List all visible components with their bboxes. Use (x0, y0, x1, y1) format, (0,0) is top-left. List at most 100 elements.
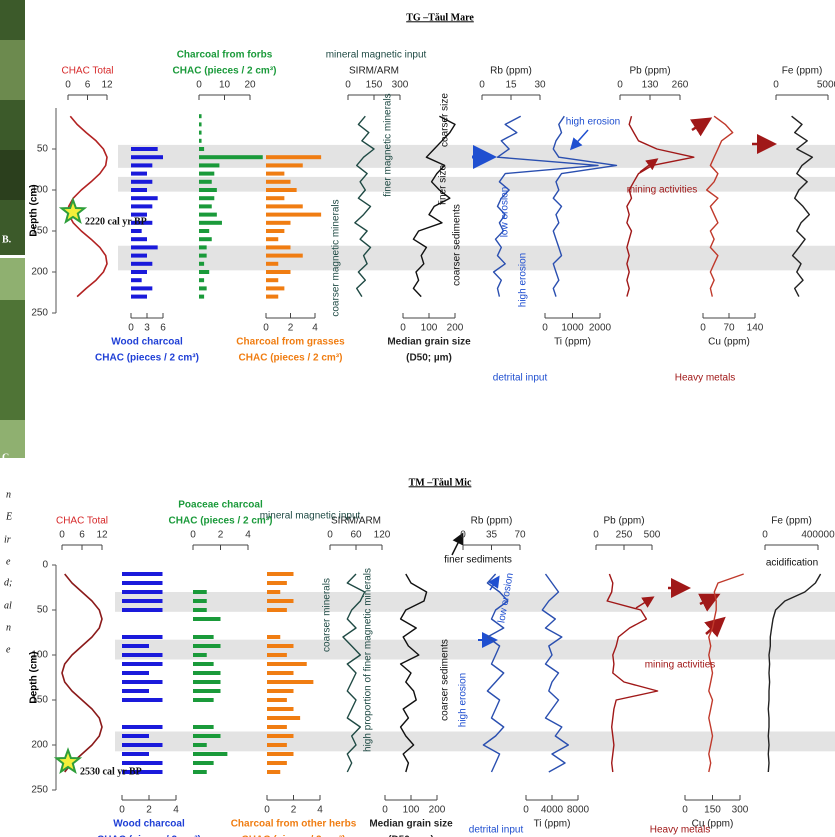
charcoal-bar (122, 662, 163, 666)
charcoal-bar (267, 752, 294, 756)
track-tick-label: 0 (523, 805, 529, 816)
charcoal-bar (122, 761, 163, 765)
depth-label: Depth (cm) (29, 651, 40, 703)
charcoal-bar (266, 254, 303, 258)
track-tick-label: 100 (421, 323, 438, 334)
charcoal-bar (267, 734, 294, 738)
track-tick-label: 20 (244, 80, 256, 91)
track-tick-label: 0 (128, 323, 134, 334)
charcoal-bar (193, 671, 221, 675)
annotation: Heavy metals (650, 825, 711, 836)
track-tick-label: 500 (644, 530, 661, 541)
strip-text: al (4, 600, 12, 611)
charcoal-bar (266, 172, 284, 176)
charcoal-bar (266, 163, 303, 167)
photo-c-trees (0, 300, 25, 420)
track-tick-label: 250 (616, 530, 633, 541)
charcoal-bar (266, 213, 321, 217)
charcoal-bar (267, 581, 287, 585)
charcoal-bar (131, 172, 147, 176)
track-tick-label: 12 (96, 530, 108, 541)
track-tick-label: 2 (291, 805, 297, 816)
track-tick-label: 150 (704, 805, 721, 816)
track-tick-label: 35 (486, 530, 498, 541)
track-tick-label: 400000 (801, 530, 835, 541)
charcoal-bar (267, 590, 280, 594)
photo-b-light (0, 40, 25, 100)
track-tick-label: 4 (312, 323, 318, 334)
annotation: mining activities (627, 185, 698, 196)
charcoal-bar (267, 698, 287, 702)
charcoal-bar (131, 262, 152, 266)
charcoal-bar (122, 671, 149, 675)
panel-title: TM –Tăul Mic (409, 477, 472, 488)
charcoal-bar (267, 716, 300, 720)
depth-label: Depth (cm) (29, 184, 40, 236)
charcoal-bar (267, 653, 287, 657)
age-label: 2530 cal yr BP (80, 766, 142, 777)
photo-b (0, 0, 25, 255)
track-tick-label: 0 (593, 530, 599, 541)
depth-tick-label: 200 (31, 740, 48, 751)
strip-text: B. (2, 234, 12, 245)
charcoal-bar (267, 671, 294, 675)
track-tick-label: 6 (85, 80, 91, 91)
charcoal-bar (266, 180, 291, 184)
highlight-band (115, 732, 835, 752)
charcoal-bar (199, 245, 207, 249)
charcoal-bar (193, 734, 221, 738)
track-tick-label: 2 (218, 530, 224, 541)
track-label: Pb (ppm) (603, 516, 644, 527)
annotation: coarser minerals (322, 578, 333, 652)
charcoal-bar (267, 608, 287, 612)
track-label: Charcoal from grasses (236, 337, 345, 348)
strip-text: C. (2, 452, 12, 463)
track-tick-label: 3 (144, 323, 150, 334)
charcoal-bar (122, 581, 163, 585)
track-tick-label: 4000 (541, 805, 564, 816)
charcoal-bar (122, 698, 163, 702)
annotation: mining activities (645, 660, 716, 671)
charcoal-bar (267, 743, 287, 747)
charcoal-bar (131, 163, 152, 167)
charcoal-bar (199, 163, 219, 167)
track-tick-label: 300 (392, 80, 409, 91)
charcoal-bar (199, 278, 204, 282)
track-tick-label: 120 (374, 530, 391, 541)
charcoal-bar (199, 237, 212, 241)
track-tick-label: 0 (345, 80, 351, 91)
track-label: Pb (ppm) (629, 66, 670, 77)
track-tick-label: 0 (479, 80, 485, 91)
charcoal-bar (131, 147, 158, 151)
track-label: CHAC Total (61, 66, 113, 77)
panel-title: TG –Tăul Mare (406, 12, 474, 23)
track-tick-label: 0 (682, 805, 688, 816)
track-tick-label: 6 (79, 530, 85, 541)
charcoal-bar (193, 725, 214, 729)
charcoal-bar (267, 572, 294, 576)
charcoal-bar (193, 608, 207, 612)
track-tick-label: 15 (505, 80, 517, 91)
track-label: Fe (ppm) (782, 66, 823, 77)
charcoal-bar (199, 229, 209, 233)
depth-tick-label: 250 (31, 308, 48, 319)
track-tick-label: 0 (400, 323, 406, 334)
track-label: Cu (ppm) (708, 337, 750, 348)
charcoal-bar (199, 131, 202, 135)
track-tick-label: 70 (514, 530, 526, 541)
track-label: SIRM/ARM (349, 66, 399, 77)
track-label: Wood charcoal (111, 337, 183, 348)
charcoal-bar (199, 180, 212, 184)
charcoal-bar (122, 590, 163, 594)
annotation: acidification (766, 558, 818, 569)
track-tick-label: 2 (288, 323, 294, 334)
annotation: high erosion (518, 253, 529, 307)
charcoal-bar (131, 188, 147, 192)
charcoal-bar (131, 204, 152, 208)
track-tick-label: 0 (65, 80, 71, 91)
track-tick-label: 150 (366, 80, 383, 91)
charcoal-bar (267, 707, 294, 711)
track-tick-label: 4 (317, 805, 323, 816)
track-label: Fe (ppm) (771, 516, 812, 527)
track-tick-label: 70 (723, 323, 735, 334)
